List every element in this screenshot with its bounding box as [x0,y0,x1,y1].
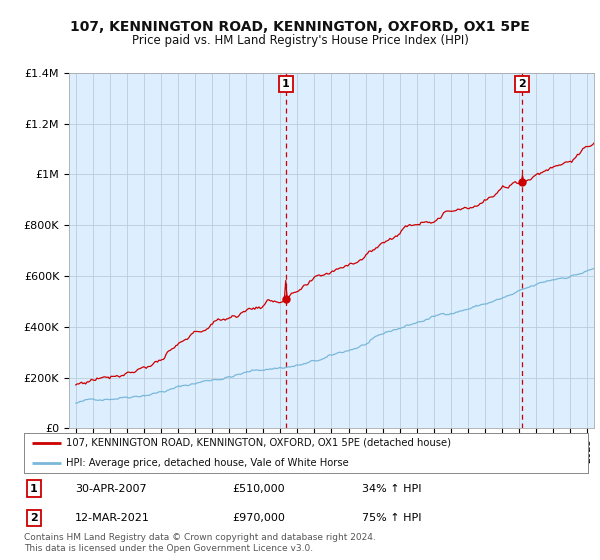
Text: 12-MAR-2021: 12-MAR-2021 [75,513,149,522]
Text: £510,000: £510,000 [233,484,286,493]
Text: 2: 2 [29,513,37,522]
Text: 1: 1 [282,79,290,89]
Text: Contains HM Land Registry data © Crown copyright and database right 2024.
This d: Contains HM Land Registry data © Crown c… [24,533,376,553]
Text: 107, KENNINGTON ROAD, KENNINGTON, OXFORD, OX1 5PE (detached house): 107, KENNINGTON ROAD, KENNINGTON, OXFORD… [66,438,451,448]
Text: 75% ↑ HPI: 75% ↑ HPI [362,513,422,522]
Text: HPI: Average price, detached house, Vale of White Horse: HPI: Average price, detached house, Vale… [66,458,349,468]
Text: 2: 2 [518,79,526,89]
Text: Price paid vs. HM Land Registry's House Price Index (HPI): Price paid vs. HM Land Registry's House … [131,34,469,46]
Text: 30-APR-2007: 30-APR-2007 [75,484,146,493]
Text: 34% ↑ HPI: 34% ↑ HPI [362,484,422,493]
Text: 1: 1 [29,484,37,493]
Text: £970,000: £970,000 [233,513,286,522]
Text: 107, KENNINGTON ROAD, KENNINGTON, OXFORD, OX1 5PE: 107, KENNINGTON ROAD, KENNINGTON, OXFORD… [70,20,530,34]
